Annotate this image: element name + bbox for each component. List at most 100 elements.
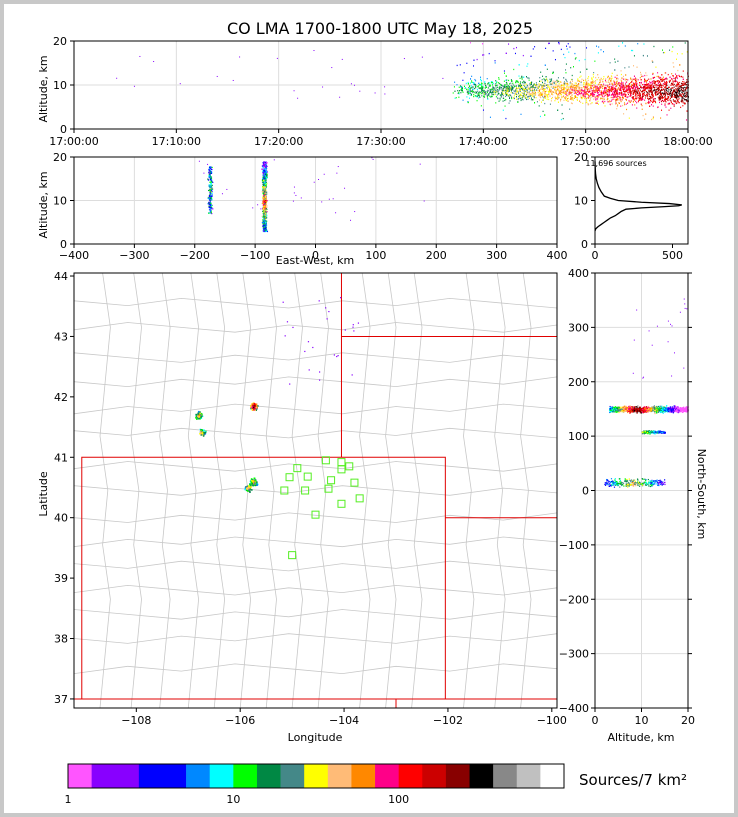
source-point [668, 80, 670, 82]
source-point [531, 86, 533, 88]
source-point [686, 100, 688, 102]
source-point [568, 93, 570, 95]
source-point [657, 72, 659, 74]
ew-tick-label: 100 [365, 249, 386, 262]
source-point [608, 91, 610, 94]
source-point [262, 166, 264, 168]
source-point [496, 84, 498, 86]
source-point [583, 82, 585, 84]
source-point [584, 92, 586, 94]
source-point [621, 94, 623, 96]
source-point [495, 81, 497, 83]
source-point [642, 83, 644, 86]
source-point [550, 86, 552, 88]
source-point [641, 96, 643, 98]
source-point [672, 46, 674, 48]
source-point [624, 45, 626, 47]
source-point [617, 98, 619, 100]
source-point [546, 94, 548, 97]
ew-tick-label: −300 [119, 249, 149, 262]
source-point [620, 83, 622, 85]
source-point [660, 93, 662, 96]
source-point [607, 88, 609, 91]
source-point [552, 83, 554, 85]
source-point [524, 94, 526, 97]
source-point [264, 198, 266, 200]
source-point [559, 90, 561, 93]
source-point [612, 86, 614, 88]
source-point [575, 85, 577, 88]
source-point [505, 98, 507, 101]
source-point [519, 86, 521, 88]
source-point [579, 71, 581, 73]
source-point [201, 429, 203, 431]
source-point [265, 222, 267, 224]
source-point [667, 98, 669, 100]
source-point [263, 180, 265, 182]
source-point [577, 90, 579, 92]
source-point [646, 87, 648, 89]
source-point [208, 175, 210, 177]
source-point [483, 89, 485, 92]
source-point [610, 96, 612, 99]
source-point [209, 208, 211, 211]
source-point [541, 81, 543, 84]
source-point [580, 75, 582, 77]
source-point [636, 66, 638, 68]
source-point [643, 92, 645, 95]
source-point [504, 83, 506, 86]
source-point [605, 90, 607, 92]
source-point [674, 91, 676, 93]
source-point [208, 184, 210, 186]
source-point [571, 98, 573, 101]
source-point [585, 83, 587, 85]
source-point [458, 96, 460, 98]
source-point [647, 92, 649, 94]
source-point [682, 88, 684, 90]
source-point [209, 197, 211, 200]
source-point [643, 86, 645, 89]
source-point [619, 85, 621, 87]
source-point [672, 62, 674, 64]
source-point [590, 96, 592, 99]
source-point [602, 87, 604, 90]
source-point [684, 103, 686, 105]
source-point [622, 85, 624, 87]
source-point [209, 190, 211, 193]
source-point [264, 219, 266, 221]
source-point [658, 82, 660, 84]
source-point [507, 88, 509, 90]
source-point [663, 100, 665, 103]
source-point [210, 184, 212, 186]
source-point [481, 84, 483, 86]
source-point [209, 211, 211, 213]
source-point [563, 81, 565, 83]
source-point [569, 91, 571, 94]
source-point [554, 88, 556, 91]
source-point [623, 93, 625, 95]
source-point [681, 53, 683, 55]
source-point [208, 205, 210, 207]
source-point [539, 91, 541, 94]
source-point [682, 97, 684, 99]
source-point [262, 192, 264, 194]
source-point [648, 83, 650, 86]
source-point [530, 86, 532, 88]
source-point [616, 89, 618, 92]
source-point [353, 84, 355, 86]
source-point [293, 192, 295, 194]
source-point [590, 83, 592, 85]
source-point [666, 80, 668, 83]
source-point [587, 87, 589, 90]
source-point [263, 174, 265, 176]
source-point [661, 87, 663, 89]
source-point [473, 90, 475, 93]
source-point [532, 85, 534, 87]
source-point [515, 46, 517, 49]
source-point [198, 417, 200, 419]
source-point [603, 78, 605, 80]
source-point [139, 55, 141, 57]
source-point [621, 99, 623, 101]
source-point [497, 97, 499, 100]
source-point [541, 92, 543, 95]
